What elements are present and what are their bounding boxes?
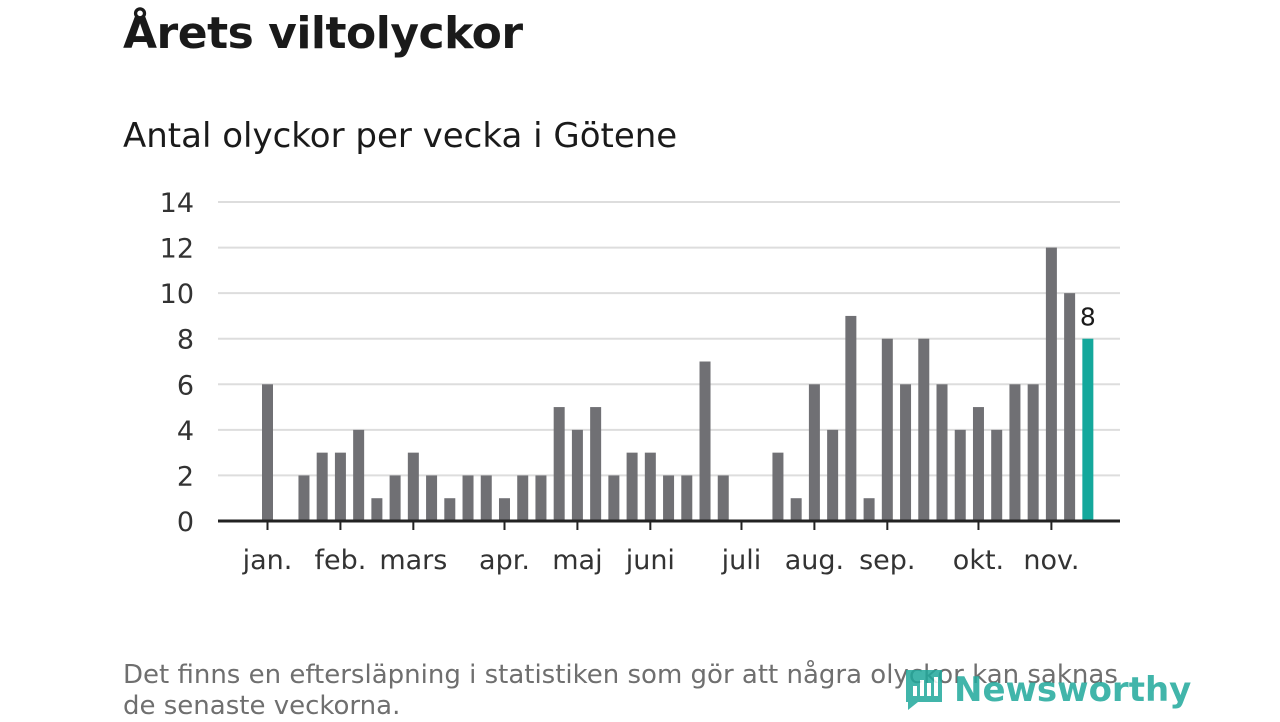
bar <box>462 475 474 521</box>
y-tick-label: 0 <box>177 507 194 538</box>
bar <box>444 498 456 521</box>
chart-title: Årets viltolyckor <box>123 8 523 59</box>
x-tick-label: jan. <box>242 545 293 576</box>
x-tick-label: juli <box>721 545 762 576</box>
bar <box>991 429 1003 521</box>
bar <box>790 498 802 521</box>
y-tick-label: 12 <box>160 234 194 265</box>
bar <box>480 475 492 521</box>
y-axis-ticks: 0 2 4 6 8 10 12 14 <box>160 188 194 538</box>
x-tick-label: mars <box>379 545 447 576</box>
bar <box>845 315 857 521</box>
bar <box>298 475 310 521</box>
logo-text: Newsworthy <box>954 670 1192 710</box>
y-tick-label: 8 <box>177 325 194 356</box>
grid-lines <box>218 201 1120 477</box>
y-tick-label: 6 <box>177 370 194 401</box>
bar <box>426 475 438 521</box>
bar <box>972 407 984 521</box>
bar-chart: 0 2 4 6 8 10 12 14 jan. feb. mars apr. maj juni juli a… <box>160 188 1120 576</box>
bar <box>808 384 820 521</box>
y-tick-label: 4 <box>177 416 194 447</box>
highlight-data-label: 8 <box>1080 303 1096 332</box>
bar <box>681 475 693 521</box>
bar <box>699 361 711 521</box>
bar <box>900 384 912 521</box>
x-tick-label: juni <box>625 545 675 576</box>
bar <box>863 498 875 521</box>
chart-subtitle: Antal olyckor per vecka i Götene <box>123 116 678 156</box>
x-axis: jan. feb. mars apr. maj juni juli aug. sep. okt. n… <box>218 519 1120 576</box>
newsworthy-logo: Newsworthy <box>902 668 1191 712</box>
bars <box>262 247 1094 522</box>
bar <box>334 452 346 521</box>
bar <box>498 498 510 521</box>
bar <box>772 452 784 521</box>
bar <box>535 475 547 521</box>
y-tick-label: 10 <box>160 279 194 310</box>
bar <box>626 452 638 521</box>
bar <box>590 407 602 521</box>
bar <box>389 475 401 521</box>
bar <box>827 429 839 521</box>
bar <box>644 452 656 521</box>
bar <box>717 475 729 521</box>
bar <box>371 498 383 521</box>
bar <box>353 429 365 521</box>
bar <box>517 475 529 521</box>
bar <box>1009 384 1021 521</box>
bar-chart-icon <box>906 670 942 710</box>
x-tick-label: apr. <box>479 545 530 576</box>
x-tick-label: feb. <box>314 545 366 576</box>
bar <box>663 475 675 521</box>
bar <box>918 338 930 521</box>
bar <box>571 429 583 521</box>
bar <box>954 429 966 521</box>
bar <box>262 384 273 521</box>
x-tick-label: sep. <box>859 545 915 576</box>
bar <box>1027 384 1039 521</box>
bar <box>1045 247 1057 522</box>
footnote: Det finns en eftersläpning i statistiken… <box>123 660 1118 721</box>
bar <box>881 338 893 521</box>
highlight-bar <box>1082 338 1094 521</box>
data-labels: 8 <box>1080 303 1096 332</box>
y-tick-label: 2 <box>177 461 194 492</box>
bar <box>553 407 565 521</box>
bar <box>608 475 620 521</box>
bar <box>407 452 419 521</box>
x-tick-label: aug. <box>785 545 844 576</box>
bar <box>936 384 948 521</box>
bar <box>1064 293 1076 521</box>
y-tick-label: 14 <box>160 188 194 219</box>
x-tick-label: maj <box>552 545 602 576</box>
bar <box>316 452 328 521</box>
x-tick-label: nov. <box>1023 545 1079 576</box>
x-tick-label: okt. <box>953 545 1004 576</box>
